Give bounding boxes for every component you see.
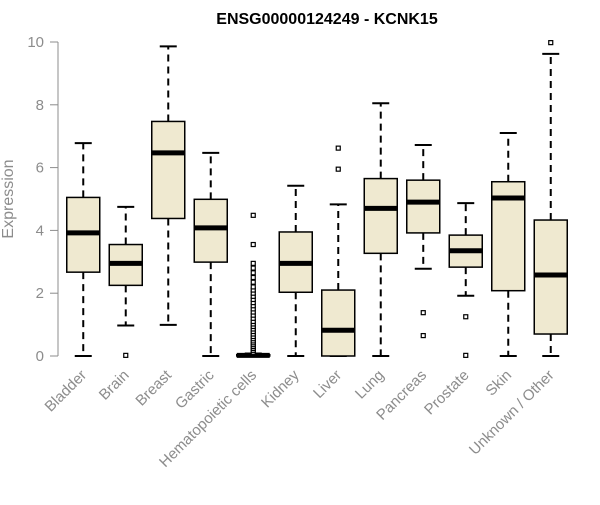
outlier-point [123,352,129,358]
x-category-label: Brain [96,367,133,404]
y-tick-label: 4 [36,222,44,239]
x-category-label: Breast [132,366,175,409]
box-gastric [193,151,228,357]
box-brain [108,205,143,358]
y-tick-label: 8 [36,97,44,114]
y-tick-label: 6 [36,160,44,177]
box-unknown-other [533,40,568,357]
outlier-point [335,145,341,151]
outlier-point [463,352,469,358]
y-axis: 0 2 4 6 8 10 [27,34,59,365]
iqr-box [193,198,228,263]
iqr-box [363,177,398,255]
box-prostate [448,202,483,358]
outlier-point [250,284,256,290]
boxes-layer [66,40,568,358]
x-category-label: Skin [482,367,515,400]
outlier-point [250,270,256,276]
outlier-point [250,274,256,281]
box-pancreas [406,143,441,339]
box-bladder [66,142,101,357]
x-category-label: Kidney [258,366,303,411]
outlier-point [463,314,469,320]
x-category-label: Liver [310,367,345,402]
box-hematopoietic-cells [236,212,271,358]
y-tick-label: 2 [36,285,44,302]
iqr-box [321,289,356,357]
outlier-point [250,265,256,271]
outlier-point [250,212,256,218]
x-category-label: Lung [352,367,388,403]
box-lung [363,102,398,357]
y-axis-label: Expression [0,159,17,238]
outlier-point [420,310,426,316]
y-tick-label: 10 [27,34,44,51]
y-tick-label: 0 [36,348,44,365]
x-category-label: Prostate [421,367,473,419]
chart-title: ENSG00000124249 - KCNK15 [216,11,438,28]
outlier-point [420,332,426,339]
outlier-point [250,241,256,248]
outlier-point [250,260,256,266]
box-breast [151,45,186,326]
outlier-point [250,279,256,285]
box-liver [321,145,356,357]
iqr-box [151,120,186,220]
iqr-box [406,179,441,234]
box-kidney [278,184,313,357]
box-skin [491,132,526,357]
x-category-label: Bladder [41,367,90,416]
outlier-point [548,40,554,46]
outlier-point [335,166,341,172]
